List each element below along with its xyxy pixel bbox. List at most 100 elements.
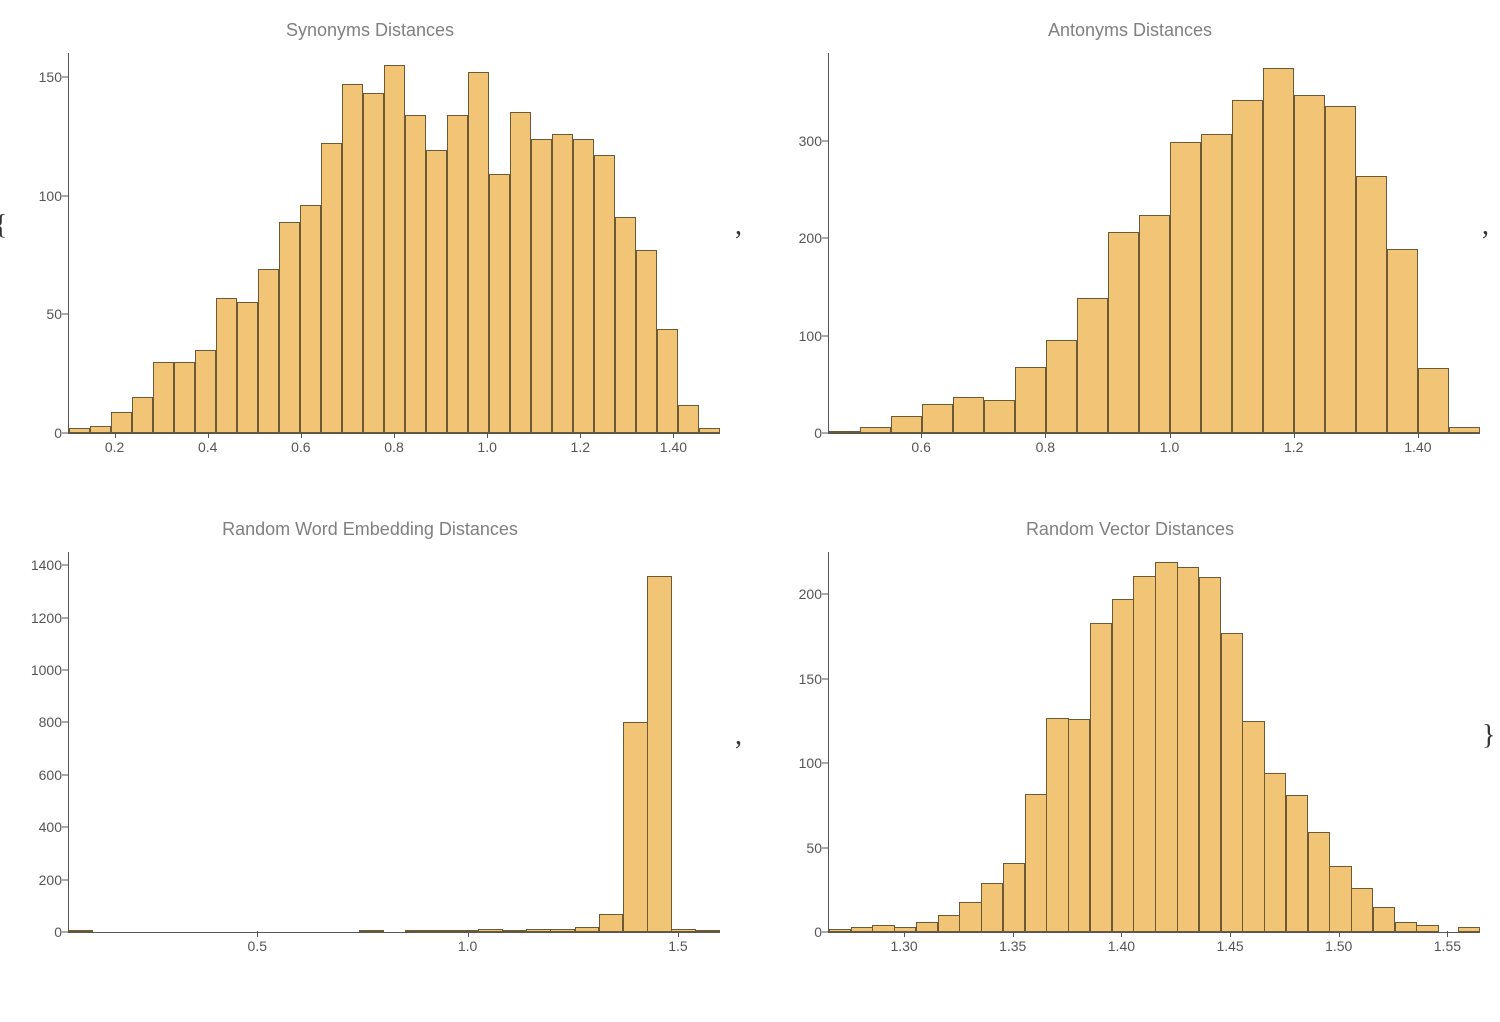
x-tick-label: 1.0	[458, 938, 477, 954]
histogram-bar	[1308, 832, 1330, 932]
histogram-bar	[1263, 68, 1295, 433]
y-axis: 050100150200	[780, 552, 828, 932]
histogram-bar	[1003, 863, 1025, 932]
x-tick-mark	[1447, 931, 1448, 937]
histogram-bar	[132, 397, 154, 433]
histogram-bar	[342, 84, 364, 433]
x-tick-label: 0.2	[105, 439, 124, 455]
histogram-bar	[1264, 773, 1286, 932]
comma-2: ,	[1482, 210, 1489, 242]
x-tick-label: 0.6	[291, 439, 310, 455]
chart-panel: Antonyms Distances01002003000.60.81.01.2…	[780, 20, 1480, 459]
histogram-bar	[489, 174, 511, 433]
histogram-bar	[953, 397, 985, 433]
bars-container	[69, 53, 720, 433]
x-tick-mark	[1045, 432, 1046, 438]
x-tick-label: 0.4	[198, 439, 217, 455]
histogram-bar	[984, 400, 1016, 433]
y-axis: 0200400600800100012001400	[20, 552, 68, 932]
y-tick-label: 300	[799, 133, 822, 149]
x-axis: 0.51.01.5	[68, 932, 720, 958]
histogram-bar	[1294, 95, 1326, 433]
x-tick-mark	[487, 432, 488, 438]
x-tick-mark	[208, 432, 209, 438]
histogram-bar	[1356, 176, 1388, 433]
chart-area: 0100200300	[780, 53, 1480, 433]
chart-panel: Random Word Embedding Distances020040060…	[20, 519, 720, 958]
x-tick-mark	[1418, 432, 1419, 438]
histogram-bar	[1232, 100, 1264, 433]
histogram-bar	[959, 902, 981, 932]
histogram-bar	[1139, 215, 1171, 433]
plot-box	[828, 53, 1480, 434]
chart-area: 050100150200	[780, 552, 1480, 932]
histogram-bar	[916, 922, 938, 932]
y-tick-label: 100	[799, 755, 822, 771]
histogram-bar	[384, 65, 406, 433]
y-tick-label: 1200	[31, 610, 62, 626]
histogram-bar	[195, 350, 217, 433]
y-tick-label: 1000	[31, 662, 62, 678]
histogram-bar	[1387, 249, 1419, 433]
y-axis: 0100200300	[780, 53, 828, 433]
histogram-bar	[922, 404, 954, 433]
histogram-bar	[1112, 599, 1134, 932]
histogram-bar	[1418, 368, 1450, 433]
histogram-bar	[1286, 795, 1308, 932]
y-tick-label: 150	[799, 671, 822, 687]
histogram-bar	[321, 143, 343, 433]
chart-panel: Synonyms Distances0501001500.20.40.60.81…	[20, 20, 720, 459]
comma-1: ,	[735, 210, 742, 242]
x-axis: 1.301.351.401.451.501.55	[828, 932, 1480, 958]
histogram-bar	[615, 217, 637, 433]
plot-box	[68, 552, 720, 933]
histogram-bar	[891, 416, 923, 433]
plot-box	[828, 552, 1480, 933]
histogram-bar	[1329, 866, 1351, 932]
x-tick-mark	[1170, 432, 1171, 438]
histogram-bar	[1325, 106, 1357, 433]
y-tick-label: 800	[39, 714, 62, 730]
histogram-bar	[90, 426, 112, 433]
histogram-bar	[623, 722, 648, 932]
histogram-bar	[510, 112, 532, 433]
x-tick-mark	[1294, 432, 1295, 438]
x-tick-label: 1.2	[1284, 439, 1303, 455]
y-tick-label: 50	[806, 840, 822, 856]
x-tick-label: 1.45	[1216, 938, 1243, 954]
chart-title: Antonyms Distances	[780, 20, 1480, 41]
x-tick-label: 1.2	[571, 439, 590, 455]
chart-title: Synonyms Distances	[20, 20, 720, 41]
x-tick-mark	[1230, 931, 1231, 937]
histogram-bar	[1242, 721, 1264, 932]
histogram-bar	[1177, 567, 1199, 932]
histogram-bar	[1046, 718, 1068, 932]
histogram-bar	[594, 155, 616, 433]
histogram-bar	[1155, 562, 1177, 932]
histogram-bar	[938, 915, 960, 932]
histogram-bar	[1199, 577, 1221, 932]
x-tick-mark	[301, 432, 302, 438]
close-brace: }	[1482, 720, 1495, 752]
y-tick-label: 200	[39, 872, 62, 888]
x-axis: 0.6 0.8 1.0 1.2 1.40	[828, 433, 1480, 459]
bars-container	[829, 53, 1480, 433]
x-tick-mark	[580, 432, 581, 438]
y-tick-label: 0	[814, 924, 822, 940]
x-tick-label: 1.35	[999, 938, 1026, 954]
x-tick-label: 1.0	[1160, 439, 1179, 455]
chart-area: 0200400600800100012001400	[20, 552, 720, 932]
histogram-bar	[174, 362, 196, 433]
histogram-bar	[1201, 134, 1233, 433]
histogram-bar	[573, 139, 595, 434]
x-tick-label: 0.8	[1036, 439, 1055, 455]
y-tick-label: 0	[814, 425, 822, 441]
x-tick-mark	[1013, 931, 1014, 937]
x-tick-mark	[673, 432, 674, 438]
x-tick-mark	[1121, 931, 1122, 937]
y-tick-label: 200	[799, 230, 822, 246]
x-tick-label: 0.5	[248, 938, 267, 954]
bars-container	[829, 552, 1480, 932]
x-tick-label: 0.6	[911, 439, 930, 455]
x-tick-label: 1.40	[1404, 439, 1431, 455]
